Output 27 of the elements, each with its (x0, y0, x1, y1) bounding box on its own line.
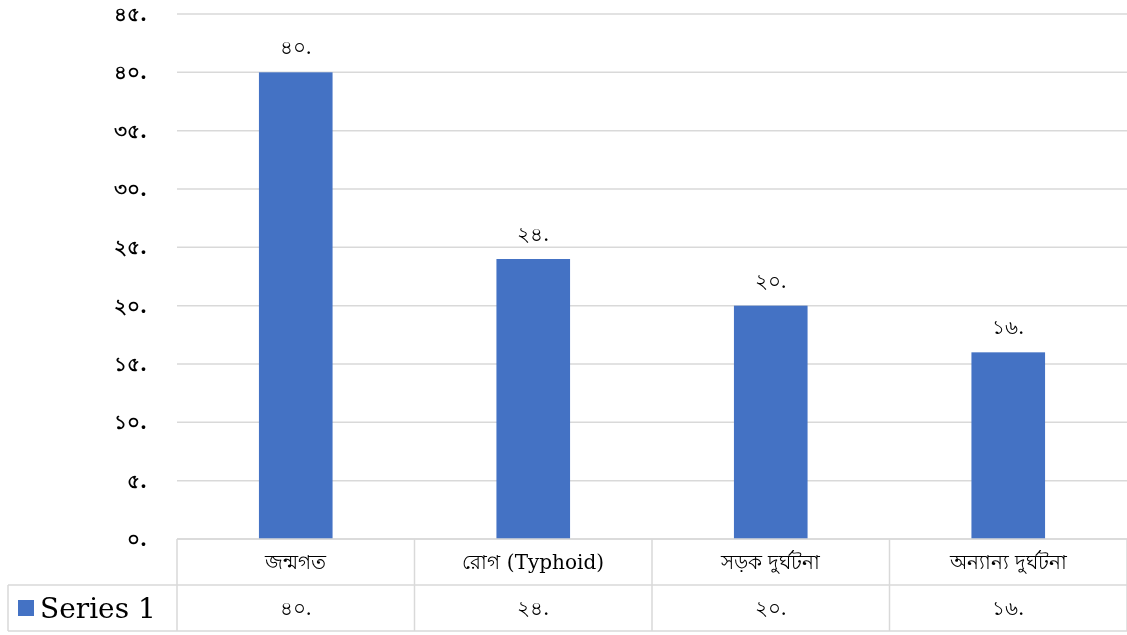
y-tick-label: ৪০. (114, 60, 147, 85)
bar (971, 352, 1046, 539)
y-tick-label: ৫. (127, 468, 147, 493)
text: ২৪. (517, 222, 550, 246)
bar (258, 72, 333, 539)
y-tick-label: ২০. (114, 293, 147, 318)
text: ১৬. (992, 315, 1025, 340)
x-tick-label: জন্মগত (264, 550, 328, 574)
x-tick-label: অন্যান্য দুর্ঘটনা (948, 550, 1068, 574)
text: ২০. (754, 268, 787, 293)
y-tick-label: ১৫. (114, 352, 147, 376)
data-label: ২০. (754, 596, 787, 620)
x-tick-label: রোগ (Typhoid) (462, 550, 605, 574)
data-label: ২৪. (517, 596, 550, 620)
legend-label: Series 1 (40, 591, 156, 625)
bar (496, 259, 571, 539)
y-tick-label: ২৫. (114, 235, 147, 260)
y-tick-label: ০. (127, 527, 147, 551)
y-tick-label: ৩০. (114, 177, 147, 201)
data-label: ৪০. (279, 596, 312, 620)
y-tick-label: ৩৫. (114, 118, 147, 143)
x-tick-label: সড়ক দুর্ঘটনা (720, 550, 822, 574)
bar (733, 305, 808, 539)
data-label: ১৬. (992, 596, 1025, 620)
text: ৪০. (279, 35, 312, 60)
y-tick-label: ৪৫. (114, 2, 147, 26)
y-tick-label: ১০. (114, 410, 147, 435)
